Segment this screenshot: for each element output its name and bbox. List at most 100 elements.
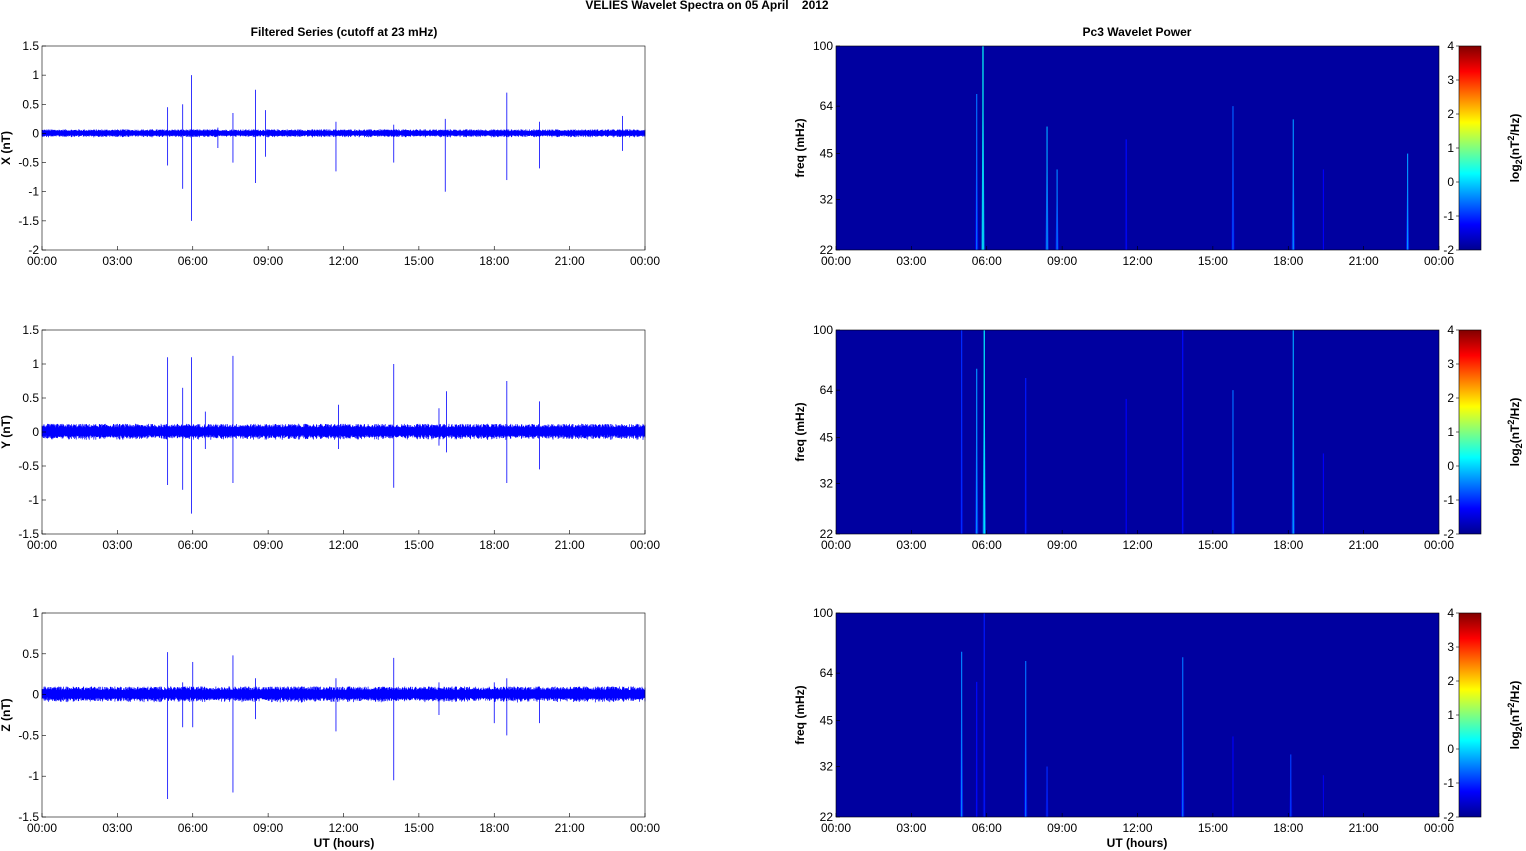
left-column-title: Filtered Series (cutoff at 23 mHz) [251, 25, 438, 39]
spectrum-xtick-label: 00:00 [821, 538, 851, 552]
colorbar-tick-label: 3 [1447, 73, 1454, 87]
y-tick-label: 64 [820, 383, 834, 397]
colorbar-tick-label: 3 [1447, 357, 1454, 371]
y-tick-label: 32 [820, 477, 834, 491]
x-axis-label-left: UT (hours) [314, 836, 375, 850]
y-tick-label: 100 [813, 323, 833, 337]
colorbar-tick-label: -1 [1443, 776, 1454, 790]
spectrum-xtick-label: 21:00 [1349, 821, 1379, 835]
y-tick-label: 0.5 [22, 391, 39, 405]
colorbar-tick-label: -1 [1443, 209, 1454, 223]
colorbar [1459, 46, 1481, 250]
timeseries-xtick-label: 15:00 [404, 254, 434, 268]
spectrum-xtick-label: 09:00 [1047, 538, 1077, 552]
y-tick-label: 22 [820, 810, 834, 824]
timeseries-xtick-label: 03:00 [102, 821, 132, 835]
signal-trace [41, 686, 646, 703]
spectrum-xtick-label: 09:00 [1047, 254, 1077, 268]
signal-trace [41, 423, 646, 441]
y-tick-label: 0 [32, 126, 39, 140]
y-tick-label: -1 [28, 493, 39, 507]
timeseries-panel-x: 1.510.50-0.5-1-1.5-200:00 03:00 06:00 09:00… [0, 39, 660, 268]
timeseries-xtick-label: 15:00 [404, 821, 434, 835]
colorbar-tick-label: 0 [1447, 742, 1454, 756]
plot-area [42, 613, 645, 817]
y-tick-label: -1 [28, 185, 39, 199]
y-tick-label: 1.5 [22, 323, 39, 337]
colorbar-tick-label: -2 [1443, 810, 1454, 824]
figure-suptitle: VELIES Wavelet Spectra on 05 April 2012 [585, 0, 829, 12]
spectrum-xtick-label: 06:00 [972, 538, 1002, 552]
timeseries-xtick-label: 21:00 [555, 821, 585, 835]
spectrum-xtick-label: 00:00 [1424, 821, 1454, 835]
y-tick-label: 64 [820, 99, 834, 113]
y-tick-label: 45 [820, 714, 834, 728]
timeseries-xtick-label: 00:00 [630, 821, 660, 835]
timeseries-xtick-label: 21:00 [555, 254, 585, 268]
colorbar-tick-label: 2 [1447, 107, 1454, 121]
right-column-title: Pc3 Wavelet Power [1083, 25, 1192, 39]
timeseries-xtick-label: 12:00 [328, 254, 358, 268]
y-tick-label: 0.5 [22, 647, 39, 661]
spectrum-xtick-label: 18:00 [1273, 821, 1303, 835]
colorbar-tick-label: -1 [1443, 493, 1454, 507]
colorbar-tick-label: 0 [1447, 459, 1454, 473]
colorbar-tick-label: 0 [1447, 175, 1454, 189]
colorbar-tick-label: 1 [1447, 425, 1454, 439]
x-axis-label-right: UT (hours) [1107, 836, 1168, 850]
timeseries-xtick-label: 06:00 [178, 821, 208, 835]
plot-area [42, 46, 645, 250]
spectrum-xtick-label: 00:00 [1424, 538, 1454, 552]
timeseries-xtick-label: 18:00 [479, 821, 509, 835]
colorbar-tick-label: 4 [1447, 323, 1454, 337]
y-tick-label: 0 [32, 688, 39, 702]
timeseries-xtick-label: 00:00 [27, 538, 57, 552]
colorbar [1459, 330, 1481, 534]
timeseries-xtick-label: 18:00 [479, 254, 509, 268]
colorbar-tick-label: 3 [1447, 640, 1454, 654]
colorbar-label: log2(nT2/Hz) [1506, 398, 1524, 467]
y-tick-label: 32 [820, 760, 834, 774]
timeseries-xtick-label: 18:00 [479, 538, 509, 552]
y-tick-label: 0.5 [22, 97, 39, 111]
colorbar-label: log2(nT2/Hz) [1506, 681, 1524, 750]
y-tick-label: 0 [32, 425, 39, 439]
timeseries-xtick-label: 21:00 [555, 538, 585, 552]
y-tick-label: -1.5 [18, 214, 39, 228]
y-tick-label: -0.5 [18, 728, 39, 742]
timeseries-xtick-label: 03:00 [102, 538, 132, 552]
spectrum-xtick-label: 15:00 [1198, 538, 1228, 552]
timeseries-xtick-label: 03:00 [102, 254, 132, 268]
spectrum-xtick-label: 21:00 [1349, 254, 1379, 268]
spectrum-xtick-label: 12:00 [1122, 821, 1152, 835]
colorbar-tick-label: 4 [1447, 606, 1454, 620]
timeseries-panel-z: 10.50-0.5-1-1.500:00 03:00 06:00 09:00 12:00… [0, 606, 660, 835]
y-tick-label: 100 [813, 606, 833, 620]
colorbar-tick-label: 1 [1447, 708, 1454, 722]
colorbar-tick-label: 2 [1447, 674, 1454, 688]
spectrum-xtick-label: 06:00 [972, 254, 1002, 268]
spectrum-xtick-label: 12:00 [1122, 254, 1152, 268]
y-axis-label: Y (nT) [0, 415, 13, 449]
y-tick-label: -0.5 [18, 459, 39, 473]
y-tick-label: -2 [28, 243, 39, 257]
timeseries-xtick-label: 15:00 [404, 538, 434, 552]
y-tick-label: 1 [32, 606, 39, 620]
y-tick-label: -1.5 [18, 810, 39, 824]
y-axis-label: freq (mHz) [793, 402, 807, 461]
spectrum-background [836, 613, 1439, 817]
colorbar [1459, 613, 1481, 817]
spectrum-xtick-label: 21:00 [1349, 538, 1379, 552]
timeseries-panel-y: 1.510.50-0.5-1-1.500:00 03:00 06:00 09:00 12… [0, 323, 660, 552]
spectrum-xtick-label: 00:00 [821, 254, 851, 268]
timeseries-xtick-label: 06:00 [178, 538, 208, 552]
y-axis-label: freq (mHz) [793, 685, 807, 744]
spectrum-xtick-label: 00:00 [1424, 254, 1454, 268]
spectrum-xtick-label: 03:00 [896, 254, 926, 268]
y-tick-label: 1.5 [22, 39, 39, 53]
colorbar-tick-label: -2 [1443, 243, 1454, 257]
timeseries-xtick-label: 06:00 [178, 254, 208, 268]
colorbar-label: log2(nT2/Hz) [1506, 114, 1524, 183]
